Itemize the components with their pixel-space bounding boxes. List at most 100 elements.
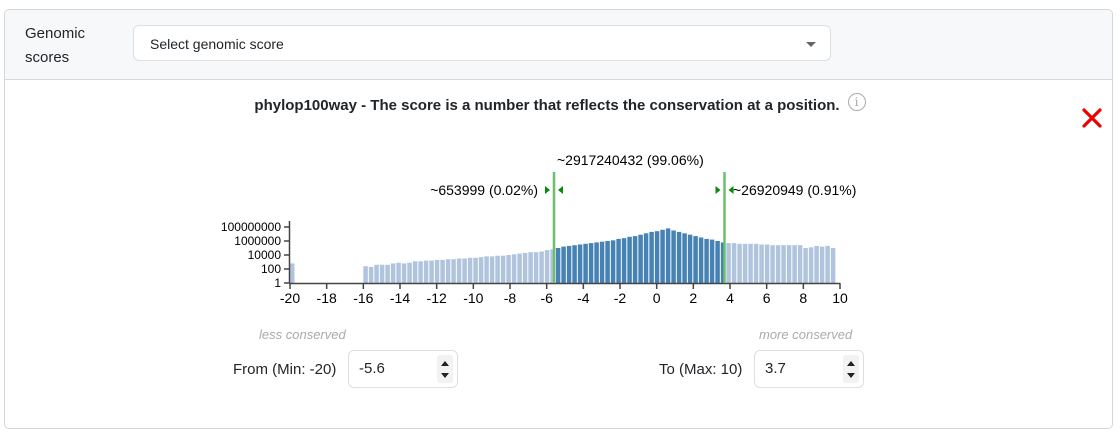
svg-text:100000000: 100000000 — [221, 220, 281, 234]
decrement-arrow-icon[interactable] — [847, 373, 855, 378]
histogram-bar — [654, 231, 660, 283]
histogram-bar — [632, 236, 638, 283]
to-label: To (Max: 10) — [659, 361, 743, 378]
svg-text:-14: -14 — [390, 290, 410, 306]
below-range-count: ~653999 (0.02%) — [430, 182, 538, 198]
histogram-bar — [610, 240, 616, 283]
histogram-bar — [803, 248, 808, 283]
histogram-bar — [550, 249, 555, 283]
histogram-bar — [511, 254, 517, 283]
histogram-bar — [429, 260, 434, 283]
from-stepper[interactable] — [437, 355, 453, 383]
histogram-bar — [445, 259, 451, 283]
svg-text:-12: -12 — [427, 290, 447, 306]
histogram-bar — [401, 263, 407, 283]
genomic-score-select[interactable]: Select genomic score — [133, 25, 831, 61]
select-placeholder: Select genomic score — [150, 36, 284, 52]
increment-arrow-icon[interactable] — [441, 361, 449, 366]
more-conserved-hint: more conserved — [759, 327, 853, 342]
histogram-bar — [599, 241, 605, 283]
histogram-bar — [418, 261, 423, 283]
histogram-bar — [368, 266, 374, 283]
histogram-bar — [390, 263, 396, 283]
svg-text:-6: -6 — [540, 290, 553, 306]
histogram-bar — [533, 252, 539, 283]
histogram-bar — [528, 252, 533, 283]
histogram-bar — [786, 245, 792, 283]
histogram-bar — [742, 243, 748, 283]
histogram-bar — [737, 243, 742, 283]
histogram-bar — [709, 239, 715, 283]
svg-text:-2: -2 — [614, 290, 627, 306]
histogram-bar — [753, 243, 759, 283]
info-icon[interactable]: i — [847, 93, 866, 111]
histogram-bar — [720, 242, 726, 283]
histogram-bar — [687, 234, 693, 283]
from-input[interactable]: -5.6 — [348, 350, 458, 388]
svg-text:-10: -10 — [463, 290, 483, 306]
histogram-bar — [396, 262, 401, 283]
histogram-bar — [484, 256, 489, 283]
histogram-bar — [775, 245, 781, 283]
histogram-bar — [544, 250, 550, 283]
svg-text:-4: -4 — [577, 290, 590, 306]
svg-text:10: 10 — [832, 290, 848, 306]
histogram-bar — [423, 260, 429, 283]
decrement-arrow-icon[interactable] — [441, 373, 449, 378]
histogram-bar — [830, 248, 836, 283]
histogram-bar — [462, 258, 467, 283]
histogram-bar — [649, 231, 654, 283]
histogram-bar — [643, 233, 649, 283]
chart-axes: -20 -18 -16 -14 -12 -10 -8 -6 -4 -2 0 2 4 6 8 101100100… — [221, 220, 848, 306]
svg-text:-16: -16 — [353, 290, 373, 306]
histogram-bar — [627, 236, 632, 283]
increment-arrow-icon[interactable] — [847, 361, 855, 366]
histogram-bar — [500, 255, 506, 283]
histogram-bar — [517, 253, 522, 283]
genomic-scores-card: Genomic scores Select genomic score — [4, 9, 1113, 429]
histogram-bar — [379, 264, 385, 283]
histogram-bar — [539, 251, 544, 283]
histogram-bar — [572, 245, 577, 283]
histogram-bar — [682, 233, 687, 283]
svg-text:10000: 10000 — [248, 248, 282, 262]
histogram-bar — [781, 245, 786, 283]
drag-left-arrow-icon[interactable] — [715, 186, 721, 194]
range-markers[interactable] — [545, 172, 734, 283]
histogram-bar — [473, 257, 478, 283]
histogram-bar — [522, 252, 528, 283]
histogram-bar — [819, 246, 825, 283]
histogram-bar — [434, 259, 440, 283]
drag-left-arrow-icon[interactable] — [545, 186, 550, 194]
svg-text:2: 2 — [689, 290, 697, 306]
score-title-row: phylop100way - The score is a number tha… — [0, 93, 1120, 114]
to-input[interactable]: 3.7 — [754, 350, 864, 388]
svg-text:-8: -8 — [504, 290, 517, 306]
histogram-bar — [770, 245, 775, 283]
histogram-bar — [814, 245, 819, 283]
histogram-bar — [456, 258, 462, 283]
svg-text:6: 6 — [763, 290, 771, 306]
from-value: -5.6 — [359, 360, 385, 377]
histogram-bar — [616, 238, 621, 283]
histogram-bar — [407, 262, 412, 283]
histogram-bar — [374, 264, 379, 283]
to-stepper[interactable] — [843, 355, 859, 383]
histogram-bar — [440, 259, 445, 283]
drag-right-arrow-icon[interactable] — [728, 186, 734, 194]
histogram-bar — [478, 257, 484, 283]
histogram-bar — [290, 263, 295, 283]
histogram-bar — [638, 234, 643, 283]
histogram-bar — [792, 245, 797, 283]
histogram-bar — [759, 244, 764, 283]
histogram-bar — [808, 247, 814, 283]
histogram-bar — [489, 256, 495, 283]
to-value: 3.7 — [765, 360, 786, 377]
histogram-bar — [726, 243, 731, 283]
drag-right-arrow-icon[interactable] — [558, 186, 563, 194]
svg-text:4: 4 — [726, 290, 734, 306]
histogram-bar — [594, 242, 599, 283]
histogram-bar — [731, 243, 737, 283]
histogram-bar — [764, 244, 770, 283]
close-button[interactable] — [1080, 106, 1104, 130]
